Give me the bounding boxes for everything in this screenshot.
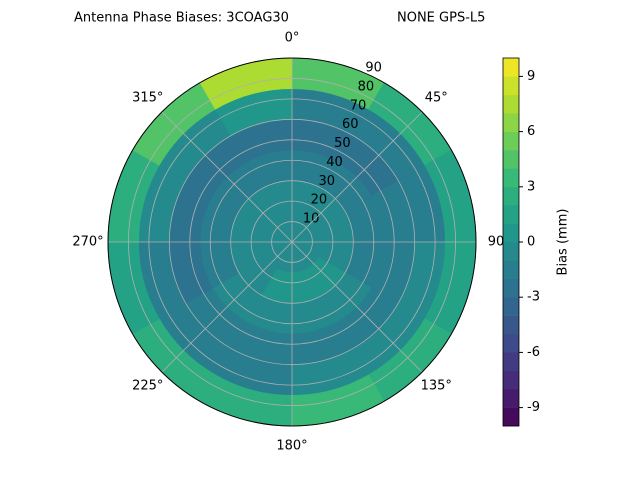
grid-spoke — [161, 111, 293, 243]
r-tick-label: 20 — [311, 193, 328, 208]
chart-subtitle: NONE GPS-L5 — [397, 11, 485, 26]
colorbar-band — [503, 113, 519, 132]
colorbar-band — [503, 58, 519, 77]
colorbar-tick-label: 3 — [527, 179, 535, 194]
grid-spoke — [291, 241, 423, 373]
r-tick-label: 90 — [365, 61, 382, 76]
grid-spoke — [291, 111, 423, 243]
colorbar-band — [503, 407, 519, 427]
angle-tick-label: 225° — [132, 379, 163, 394]
angle-tick-label: 0° — [285, 31, 300, 46]
r-tick-label: 30 — [318, 174, 335, 189]
colorbar-band — [503, 205, 519, 224]
angle-tick-label: 180° — [276, 439, 307, 454]
angle-tick-label: 45° — [425, 90, 448, 105]
colorbar-tick-label: 0 — [527, 235, 535, 250]
angle-tick-label: 135° — [421, 379, 452, 394]
colorbar-band — [503, 260, 519, 280]
colorbar-band — [503, 278, 519, 298]
colorbar-tick-label: -6 — [527, 345, 540, 360]
angle-tick-label: 315° — [132, 90, 163, 105]
r-tick-label: 60 — [342, 117, 359, 132]
colorbar-band — [503, 297, 519, 316]
grid-spoke — [161, 241, 293, 373]
angle-tick-label: 90 — [488, 235, 505, 250]
colorbar-band — [503, 186, 519, 206]
colorbar-tick-label: -3 — [527, 290, 540, 305]
colorbar-band — [503, 334, 519, 353]
colorbar-tick-label: 9 — [527, 69, 535, 84]
r-tick-label: 10 — [303, 212, 320, 227]
polar-frame — [107, 57, 477, 427]
angle-tick-label: 270° — [72, 235, 103, 250]
colorbar-band — [503, 352, 519, 372]
colorbar-band — [503, 94, 519, 114]
r-tick-label: 50 — [334, 136, 351, 151]
r-tick-label: 40 — [326, 155, 343, 170]
colorbar-band — [503, 389, 519, 408]
colorbar-tick-label: 6 — [527, 124, 535, 139]
colorbar-band — [503, 242, 519, 261]
colorbar-band — [503, 168, 519, 188]
colorbar-band — [503, 150, 519, 169]
colorbar-band — [503, 76, 519, 96]
colorbar-tick-label: -9 — [527, 400, 540, 415]
r-tick-label: 70 — [350, 98, 367, 113]
colorbar-band — [503, 370, 519, 390]
chart-title: Antenna Phase Biases: 3COAG30 — [74, 11, 289, 26]
colorbar-label: Bias (mm) — [556, 209, 571, 276]
colorbar-band — [503, 131, 519, 151]
colorbar-band — [503, 223, 519, 243]
colorbar-band — [503, 315, 519, 335]
r-tick-label: 80 — [358, 79, 375, 94]
